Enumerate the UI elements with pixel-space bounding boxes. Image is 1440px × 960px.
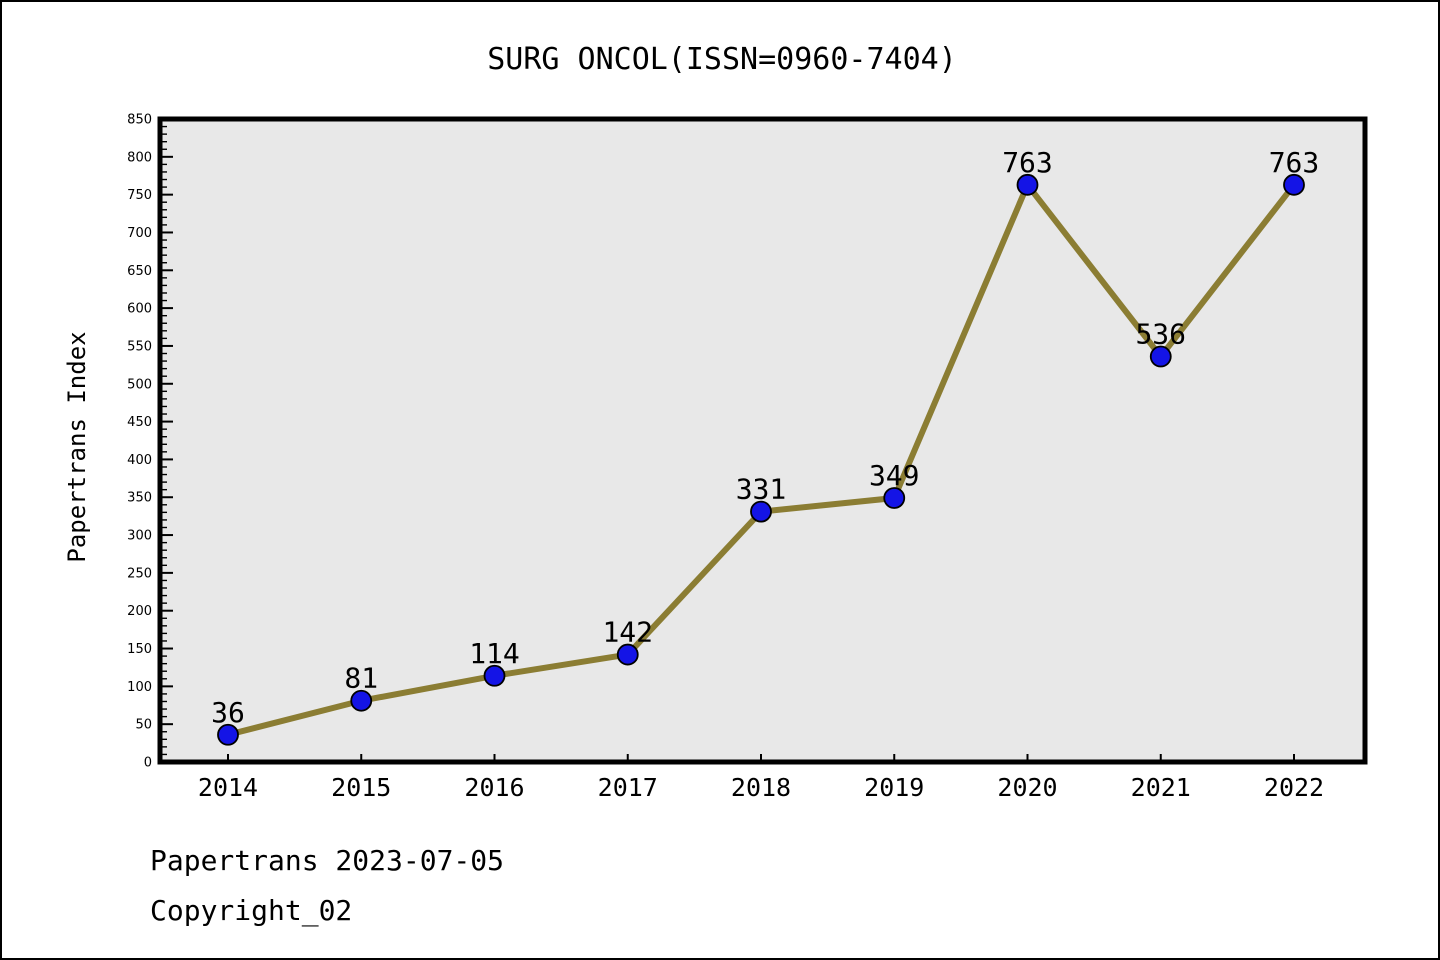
x-tick-label: 2014 (198, 773, 258, 802)
data-point-marker (1283, 173, 1305, 196)
x-tick-label: 2019 (864, 773, 924, 802)
data-point-label: 36 (211, 696, 245, 729)
y-tick-label: 850 (127, 113, 152, 128)
data-point-marker (750, 500, 772, 523)
data-point-marker (883, 487, 906, 509)
chart-title: SURG ONCOL(ISSN=0960-7404) (487, 42, 957, 77)
data-point-label: 536 (1135, 318, 1186, 351)
data-point-label: 142 (602, 616, 653, 649)
footer-copyright: Copyright_02 (150, 894, 353, 927)
footer-date: Papertrans 2023-07-05 (150, 844, 505, 877)
data-point-marker (616, 643, 639, 666)
data-point-marker (350, 689, 373, 712)
y-tick-label: 150 (127, 642, 152, 657)
y-tick-label: 350 (127, 491, 152, 506)
y-tick-label: 200 (127, 604, 152, 619)
y-tick-label: 450 (127, 415, 152, 430)
y-tick-label: 750 (127, 188, 152, 203)
x-tick-label: 2022 (1264, 773, 1324, 802)
data-point-label: 763 (1002, 146, 1053, 179)
plot-frame (157, 116, 1368, 765)
y-tick-label: 550 (127, 339, 152, 354)
x-tick-label: 2015 (331, 773, 391, 802)
y-tick-label: 700 (127, 226, 152, 241)
y-tick-label: 800 (127, 150, 152, 165)
data-point-marker (1149, 345, 1172, 368)
data-point-marker (1016, 173, 1039, 196)
y-tick-label: 50 (135, 718, 152, 733)
data-point-label: 81 (344, 662, 378, 695)
x-tick-label: 2016 (464, 773, 524, 802)
plot-background (160, 119, 1365, 762)
x-tick-label: 2021 (1131, 773, 1191, 802)
y-tick-label: 0 (144, 756, 152, 771)
y-tick-label: 400 (127, 453, 152, 468)
x-tick-label: 2018 (731, 773, 791, 802)
y-tick-label: 500 (127, 377, 152, 392)
data-point-marker (483, 664, 506, 687)
y-tick-label: 100 (127, 680, 152, 695)
data-point-marker (217, 723, 239, 746)
y-tick-label: 650 (127, 264, 152, 279)
data-point-label: 331 (736, 473, 787, 506)
y-tick-label: 300 (127, 529, 152, 544)
data-point-label: 763 (1269, 146, 1320, 179)
data-point-label: 349 (869, 459, 920, 492)
data-point-label: 114 (469, 637, 520, 670)
x-tick-label: 2020 (997, 773, 1057, 802)
x-tick-label: 2017 (598, 773, 658, 802)
y-tick-label: 250 (127, 566, 152, 581)
y-tick-label: 600 (127, 302, 152, 317)
